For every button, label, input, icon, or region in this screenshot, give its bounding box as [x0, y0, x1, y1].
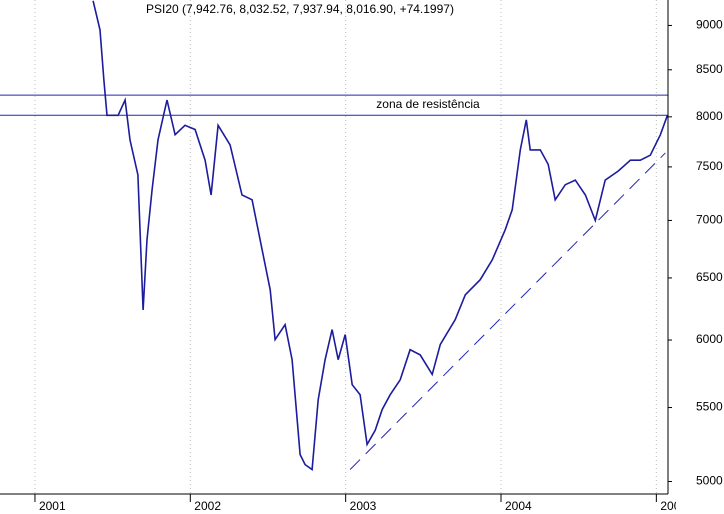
y-tick-label: 6000 — [696, 332, 723, 346]
y-tick-label: 9000 — [696, 18, 723, 32]
y-tick-label: 6500 — [696, 270, 723, 284]
trendline — [349, 152, 666, 470]
y-tick-label: 8000 — [696, 109, 723, 123]
x-tick-label: 2002 — [194, 499, 221, 513]
price-line — [92, 0, 668, 471]
x-tick-label: 2005 — [660, 499, 687, 513]
x-tick-label: 2003 — [350, 499, 377, 513]
x-tick-label: 2004 — [505, 499, 532, 513]
x-tick-label: 2001 — [39, 499, 66, 513]
y-tick-label: 5000 — [696, 474, 723, 488]
x-axis-labels: 2001 2002 2003 2004 2005 — [39, 499, 687, 513]
plot-area — [0, 0, 668, 494]
chart-title: PSI20 (7,942.76, 8,032.52, 7,937.94, 8,0… — [146, 2, 454, 16]
annotation: zona de resistência — [376, 97, 480, 111]
y-tick-label: 5500 — [696, 400, 723, 414]
y-tick-label: 8500 — [696, 62, 723, 76]
y-tick-label: 7500 — [696, 159, 723, 173]
y-tick-label: 7000 — [696, 213, 723, 227]
